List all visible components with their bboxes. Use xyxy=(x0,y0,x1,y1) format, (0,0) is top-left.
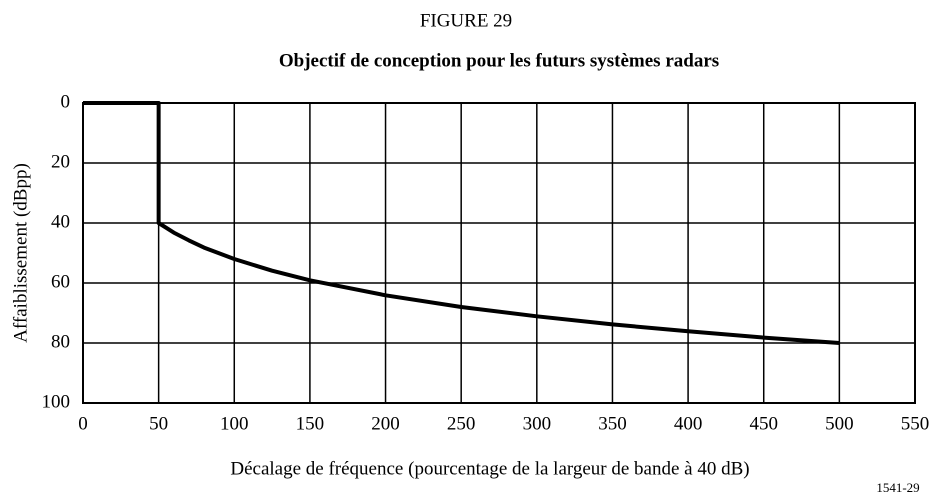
y-tick-label: 20 xyxy=(51,151,70,172)
x-tick-label: 350 xyxy=(598,413,627,434)
chart-title: Objectif de conception pour les futurs s… xyxy=(279,50,719,71)
x-tick-label: 0 xyxy=(78,413,88,434)
x-axis-label: Décalage de fréquence (pourcentage de la… xyxy=(230,458,749,479)
x-tick-label: 150 xyxy=(296,413,325,434)
x-tick-label: 100 xyxy=(220,413,249,434)
y-tick-label: 80 xyxy=(51,331,70,352)
x-tick-label: 450 xyxy=(749,413,778,434)
plot-frame xyxy=(82,102,916,404)
x-tick-label: 300 xyxy=(523,413,552,434)
data-line xyxy=(83,101,840,345)
x-tick-label: 250 xyxy=(447,413,476,434)
y-axis-label: Affaiblissement (dBpp) xyxy=(10,163,31,343)
x-tick-label: 500 xyxy=(825,413,854,434)
figure-code: 1541-29 xyxy=(876,480,919,495)
y-tick-label: 100 xyxy=(42,391,71,412)
x-tick-label: 200 xyxy=(371,413,400,434)
x-tick-label: 50 xyxy=(149,413,168,434)
y-tick-label: 0 xyxy=(61,91,71,112)
x-tick-label: 400 xyxy=(674,413,703,434)
y-tick-label: 60 xyxy=(51,271,70,292)
x-tick-label: 550 xyxy=(901,413,930,434)
y-tick-label: 40 xyxy=(51,211,70,232)
figure-label: FIGURE 29 xyxy=(420,10,512,31)
